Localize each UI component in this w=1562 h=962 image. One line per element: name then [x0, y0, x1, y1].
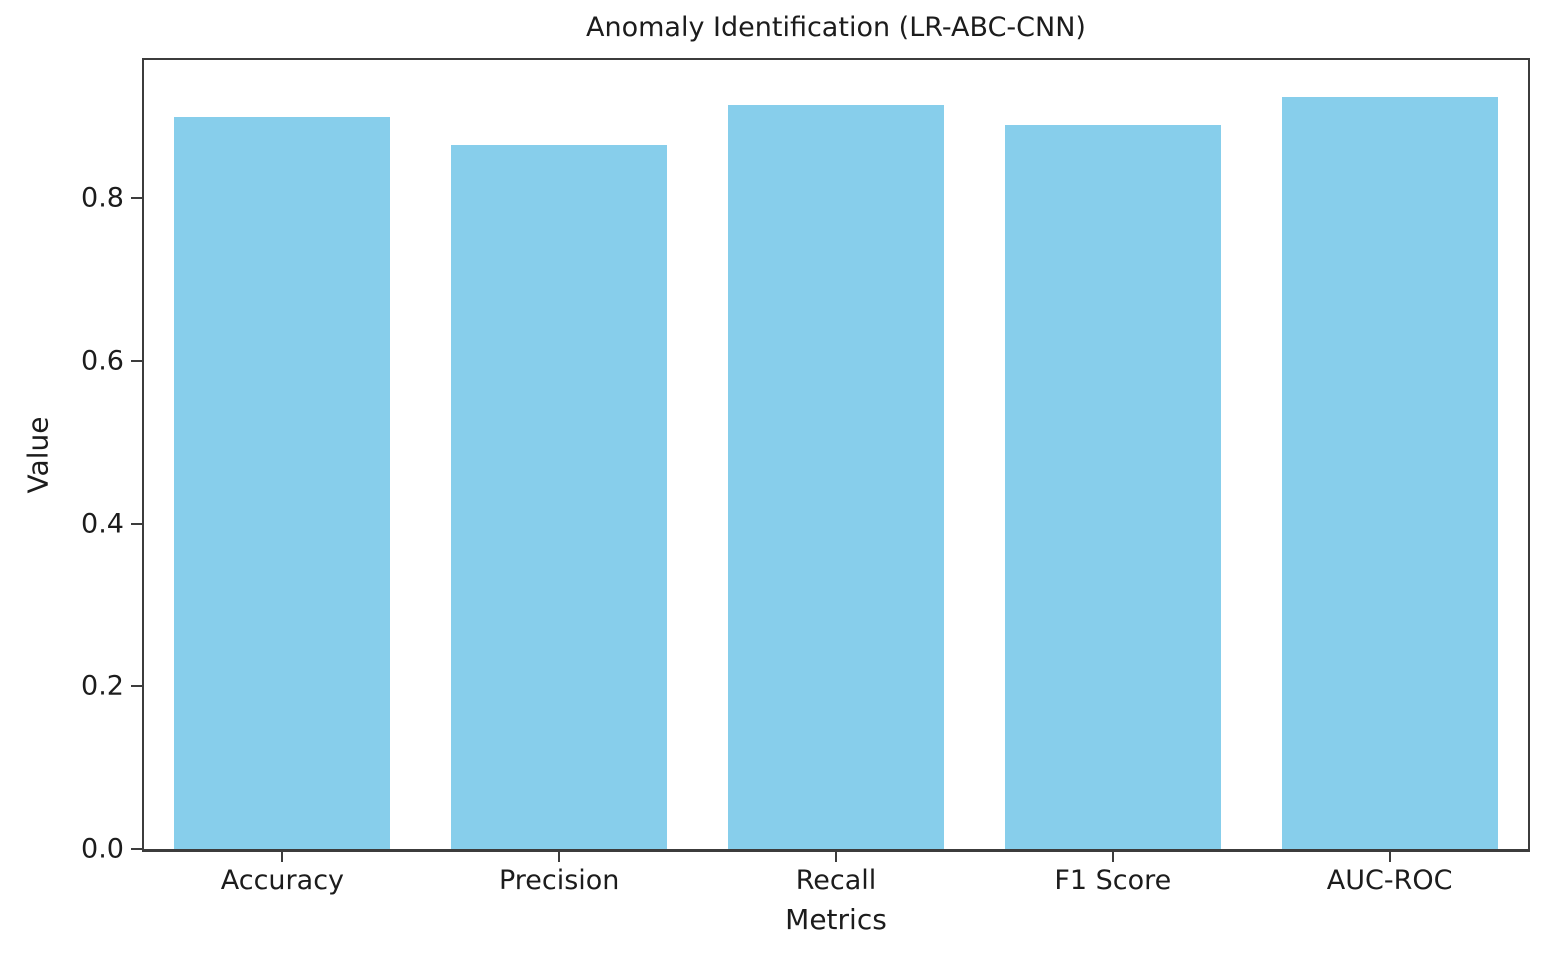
y-tick-label: 0.4: [81, 508, 124, 540]
x-tick-label-f1-score: F1 Score: [1054, 865, 1172, 896]
x-tick-label-auc-roc: AUC-ROC: [1326, 865, 1453, 896]
y-tick-label: 0.8: [81, 182, 124, 214]
x-tick-label-recall: Recall: [795, 865, 877, 896]
x-tick-mark-recall: [835, 852, 837, 862]
y-tick-label: 0.0: [81, 833, 124, 865]
y-tick-mark: [131, 197, 142, 200]
bars: [144, 60, 1528, 849]
x-tick-mark-precision: [558, 852, 561, 862]
x-tick-mark-f1-score: [1111, 852, 1114, 862]
chart-title: Anomaly Identification (LR-ABC-CNN): [586, 12, 1086, 43]
x-tick-mark-auc-roc: [1388, 852, 1391, 862]
bar-slot-accuracy: [144, 60, 421, 849]
y-tick-label: 0.6: [81, 345, 124, 377]
bar-slot-precision: [421, 60, 698, 849]
bar-slot-f1-score: [974, 60, 1251, 849]
bar-recall: [728, 104, 944, 849]
bar-auc-roc: [1281, 96, 1498, 849]
x-tick-label-accuracy: Accuracy: [220, 865, 345, 896]
bar-slot-auc-roc: [1251, 60, 1528, 849]
bar-precision: [451, 145, 668, 849]
x-tick-label-precision: Precision: [498, 865, 620, 896]
bar-slot-recall: [698, 60, 975, 849]
x-tick-mark-accuracy: [281, 852, 284, 862]
y-tick-label: 0.2: [81, 670, 124, 702]
bar-f1-score: [1004, 125, 1221, 849]
plot-area: Accuracy Precision Recall F1 Score AUC-ROC 0.…: [81, 58, 1530, 894]
y-tick-mark: [131, 848, 142, 850]
y-tick-mark: [131, 359, 142, 362]
x-axis-label: Metrics: [785, 903, 887, 936]
y-axis-label: Value: [21, 416, 55, 494]
bar-accuracy: [174, 116, 391, 849]
y-tick-mark: [131, 522, 142, 525]
y-tick-mark: [131, 685, 142, 688]
